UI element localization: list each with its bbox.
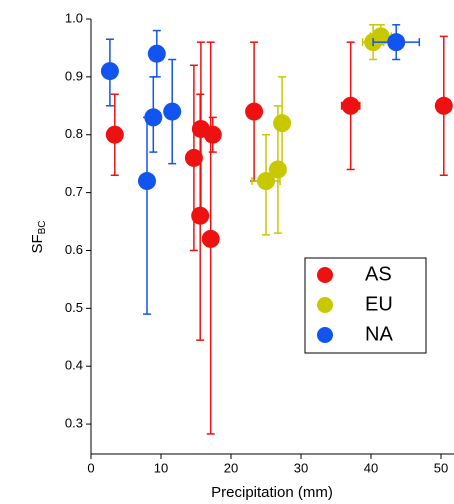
point bbox=[163, 102, 182, 121]
legend-label: EU bbox=[365, 293, 393, 315]
point bbox=[203, 125, 222, 144]
y-tick-label: 0.5 bbox=[65, 300, 83, 315]
legend-marker bbox=[317, 297, 333, 313]
point-group bbox=[147, 29, 166, 78]
y-tick-label: 0.6 bbox=[65, 242, 83, 257]
legend: AS EU NA bbox=[304, 257, 427, 354]
point-group bbox=[340, 41, 361, 171]
legend-label: AS bbox=[365, 263, 392, 285]
x-tick-label: 30 bbox=[294, 460, 308, 475]
point-group bbox=[434, 35, 453, 176]
y-axis-label-group: SFBC bbox=[29, 220, 48, 253]
x-tick-label: 40 bbox=[364, 460, 378, 475]
point bbox=[191, 206, 210, 225]
point bbox=[257, 172, 275, 191]
point bbox=[138, 172, 156, 191]
point-group bbox=[144, 76, 163, 153]
legend-marker bbox=[317, 327, 333, 343]
point-group bbox=[100, 38, 119, 107]
point-group bbox=[251, 133, 281, 236]
point bbox=[105, 125, 124, 144]
x-tick-label: 20 bbox=[224, 460, 238, 475]
point-group bbox=[191, 93, 210, 341]
point-group bbox=[105, 93, 124, 176]
y-axis-label-main: SF bbox=[29, 234, 46, 253]
y-tick-label: 0.9 bbox=[65, 68, 83, 83]
point bbox=[273, 114, 292, 133]
y-tick-label: 0.4 bbox=[65, 358, 83, 373]
y-tick-label: 0.3 bbox=[65, 416, 83, 431]
point bbox=[245, 102, 264, 121]
point bbox=[434, 96, 453, 115]
y-axis-label-sub: BC bbox=[37, 220, 48, 234]
x-axis-label: Precipitation (mm) bbox=[211, 484, 333, 501]
y-tick-label: 0.7 bbox=[65, 184, 83, 199]
point-group bbox=[372, 24, 421, 61]
legend-label: NA bbox=[365, 323, 393, 345]
point bbox=[147, 44, 166, 63]
point bbox=[201, 229, 220, 248]
point-group bbox=[245, 41, 264, 182]
x-tick-label: 0 bbox=[87, 460, 94, 475]
point-group bbox=[203, 116, 222, 153]
point-group bbox=[163, 58, 182, 165]
point bbox=[144, 108, 163, 127]
point bbox=[100, 62, 119, 81]
y-axis-label: SFBC bbox=[29, 220, 48, 253]
x-tick-label: 50 bbox=[434, 460, 448, 475]
point-group bbox=[273, 76, 292, 171]
point-group bbox=[201, 41, 220, 435]
y-tick-label: 1.0 bbox=[65, 10, 83, 25]
point bbox=[341, 96, 360, 115]
point bbox=[371, 27, 390, 46]
point bbox=[184, 148, 203, 167]
point bbox=[387, 33, 406, 52]
legend-marker bbox=[317, 267, 333, 283]
x-tick-label: 10 bbox=[154, 460, 168, 475]
y-tick-label: 0.8 bbox=[65, 126, 83, 141]
